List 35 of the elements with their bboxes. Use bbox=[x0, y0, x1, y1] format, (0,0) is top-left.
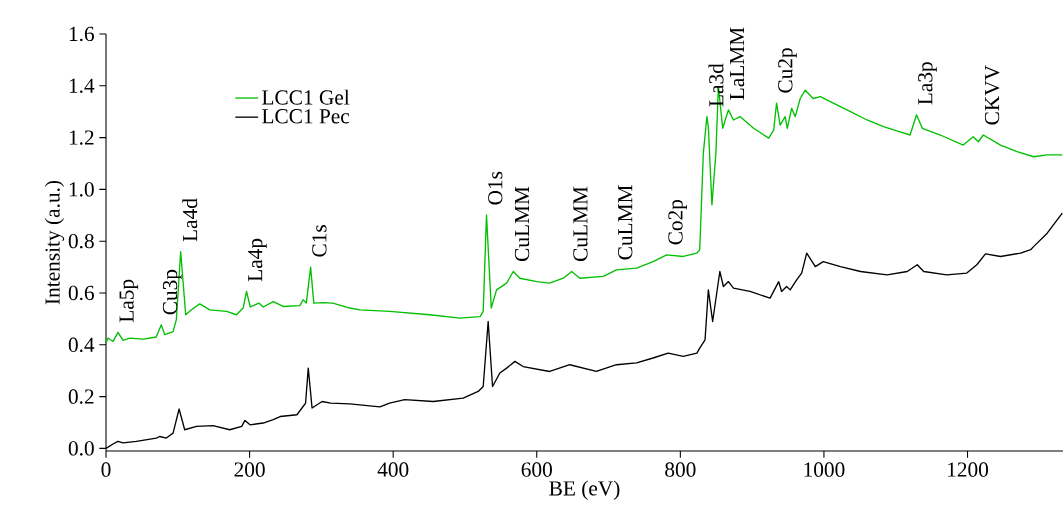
annotation: La4p bbox=[248, 238, 267, 282]
annotation: Cu2p bbox=[778, 48, 797, 93]
y-tick-label: 0.4 bbox=[68, 337, 95, 353]
y-tick-label: 0.6 bbox=[68, 285, 94, 301]
y-tick-label: 1.4 bbox=[69, 78, 95, 93]
y-tick-label: 0.2 bbox=[68, 389, 94, 404]
y-tick-label: 0.8 bbox=[68, 233, 94, 249]
annotation: Co2p bbox=[668, 199, 687, 245]
annotation: CuLMM bbox=[573, 186, 588, 262]
annotation: La4d bbox=[182, 198, 198, 242]
y-axis-title: Intensity (a.u.) bbox=[44, 180, 65, 305]
y-tick-label: 1.0 bbox=[69, 182, 94, 197]
x-tick-label: 800 bbox=[665, 462, 696, 477]
legend-label: LCC1 Pec bbox=[262, 109, 350, 124]
annotation: La3d bbox=[708, 63, 724, 107]
y-tick-label: 0.0 bbox=[68, 441, 94, 456]
x-tick-label: 400 bbox=[377, 462, 409, 477]
x-tick-label: 200 bbox=[234, 462, 265, 477]
annotation: La5p bbox=[119, 279, 139, 323]
annotation: CKVV bbox=[984, 65, 1000, 125]
annotation: O1s bbox=[488, 171, 503, 205]
legend-label: LCC1 Gel bbox=[262, 89, 350, 105]
annotation: C1s bbox=[312, 225, 327, 257]
annotation: CuLMM bbox=[514, 186, 530, 262]
x-tick-label: 600 bbox=[521, 462, 552, 477]
y-tick-label: 1.6 bbox=[69, 26, 94, 42]
annotation: CuLMM bbox=[618, 185, 633, 260]
x-tick-label: 1000 bbox=[804, 462, 845, 477]
annotation: LaLMM bbox=[730, 27, 745, 100]
y-tick-label: 1.2 bbox=[69, 130, 94, 145]
x-tick-label: 1200 bbox=[948, 462, 989, 477]
x-tick-label: 0 bbox=[101, 462, 111, 477]
annotation: Cu3p bbox=[162, 269, 182, 315]
x-axis-title: BE (eV) bbox=[549, 480, 620, 500]
annotation: La3p bbox=[918, 62, 937, 105]
